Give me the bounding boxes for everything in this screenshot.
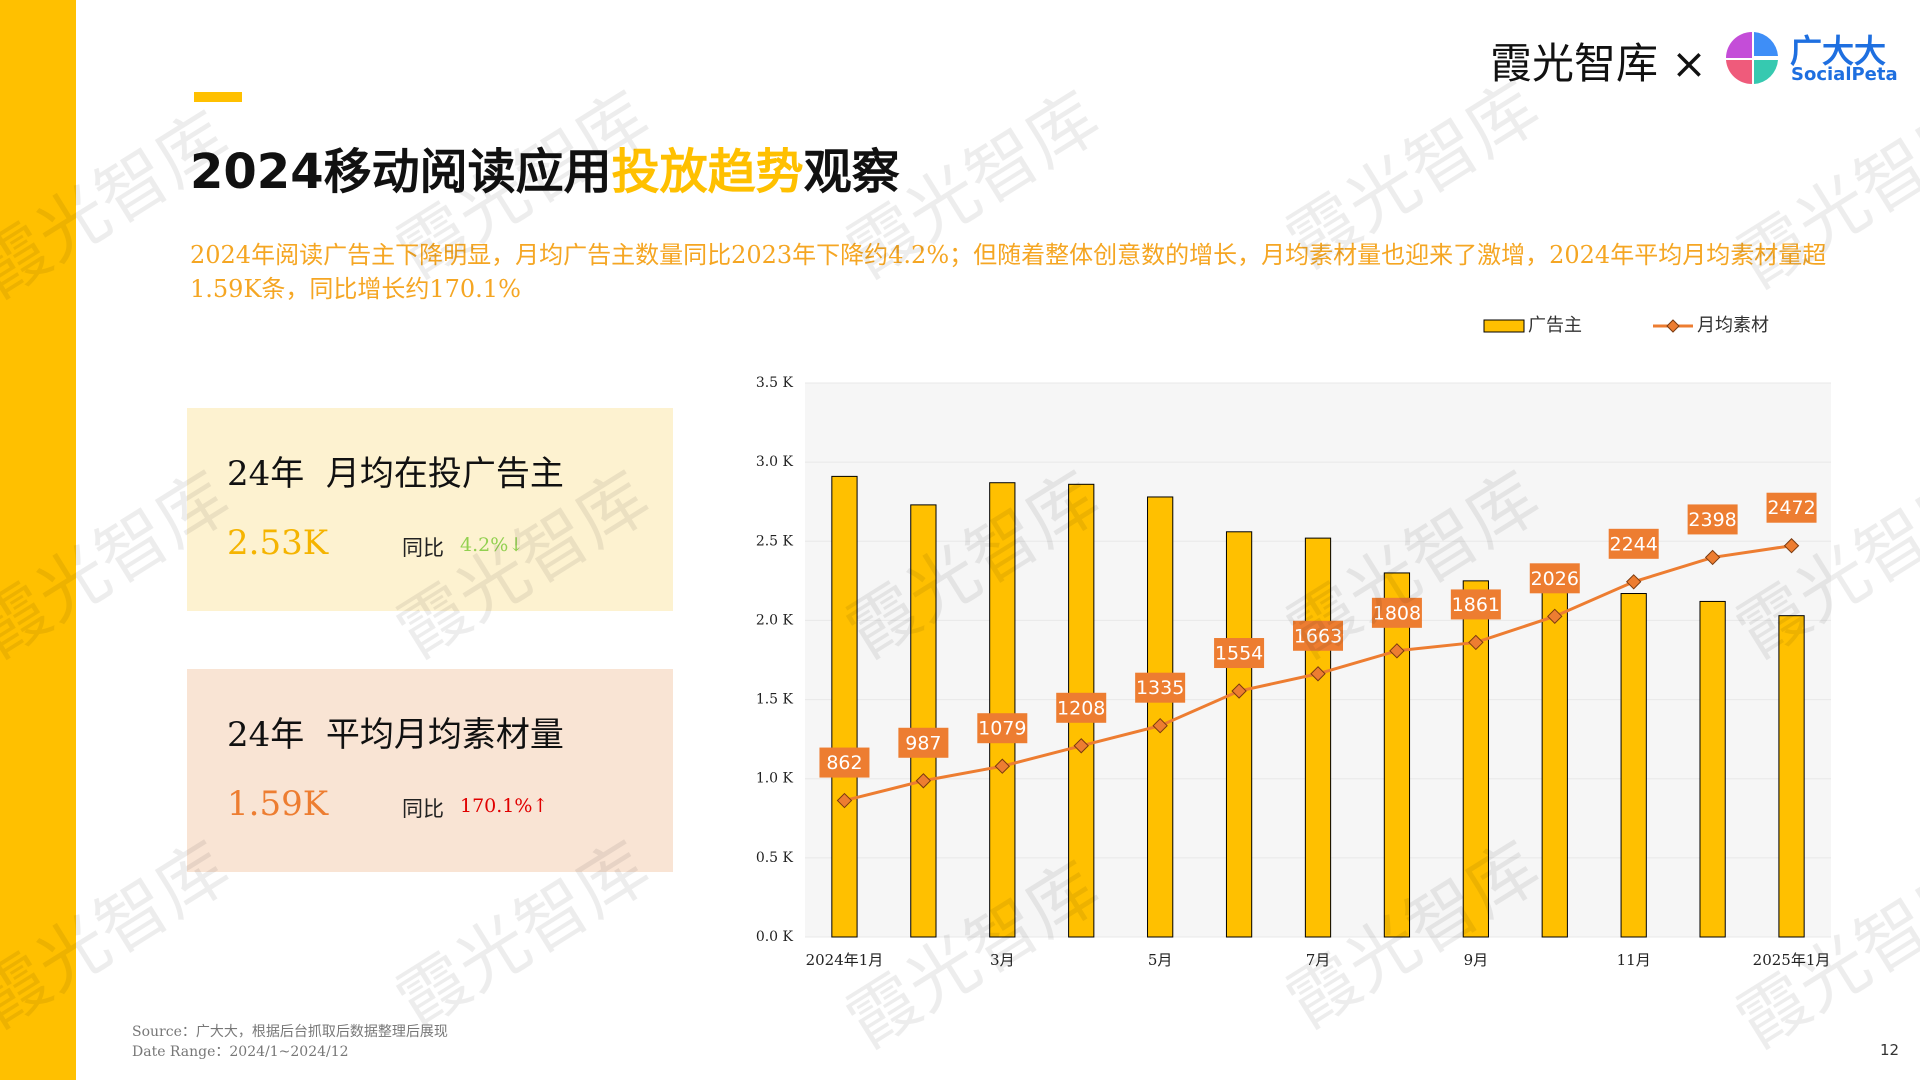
data-label-box xyxy=(1293,620,1343,651)
data-label-box xyxy=(1450,589,1501,620)
bar xyxy=(831,475,858,938)
side-bar xyxy=(0,0,76,1080)
data-label-box xyxy=(1056,692,1107,723)
marker xyxy=(1073,738,1089,754)
marker xyxy=(1231,683,1247,699)
data-label: 2026 xyxy=(1531,568,1579,590)
bar xyxy=(1778,615,1805,938)
partner-name: 广大大 xyxy=(1790,32,1887,70)
marker xyxy=(1468,634,1484,651)
x-tick-label: 5月 xyxy=(1148,951,1173,969)
card-yoy-label: 同比 xyxy=(402,536,444,560)
x-tick-label: 9月 xyxy=(1464,951,1489,969)
marker xyxy=(1547,608,1563,625)
legend-label: 广告主 xyxy=(1528,315,1582,336)
data-label: 2244 xyxy=(1610,533,1658,555)
source: Source：广大大，根据后台抓取后数据整理后展现 xyxy=(132,1024,448,1040)
marker xyxy=(1704,549,1721,566)
marker xyxy=(915,773,932,789)
x-tick-label: 11月 xyxy=(1617,951,1651,969)
bar xyxy=(1699,600,1726,938)
bar xyxy=(1304,537,1332,938)
card-value: 1.59K xyxy=(227,784,329,824)
data-label: 1554 xyxy=(1215,643,1263,665)
data-label-box xyxy=(1766,492,1817,523)
marker xyxy=(1310,666,1326,682)
title-prefix: 2024移动阅读应用 xyxy=(190,144,612,200)
marker xyxy=(1783,538,1800,554)
bar xyxy=(1147,496,1174,938)
data-label-box xyxy=(1135,672,1186,703)
marker xyxy=(1625,574,1642,590)
data-label: 862 xyxy=(826,752,862,774)
data-label-box xyxy=(1529,563,1580,594)
data-label: 2398 xyxy=(1688,509,1736,531)
bar xyxy=(910,504,937,938)
data-label-box xyxy=(1687,504,1738,535)
chart: 0.0 K 0.5 K 1.0 K 1.5 K 2.0 K 2.5 K 3.0 K 3.5 K… xyxy=(756,315,1831,969)
page-number: 12 xyxy=(1880,1041,1900,1059)
data-label: 1079 xyxy=(978,718,1026,740)
card-yoy: 4.2%↓ xyxy=(460,534,525,556)
x-tick-label: 2024年1月 xyxy=(806,951,884,969)
x-tick-label: 3月 xyxy=(990,951,1015,969)
card-title: 24年 平均月均素材量 xyxy=(227,715,564,755)
bar xyxy=(1383,572,1411,938)
bar xyxy=(1620,593,1647,938)
y-tick-label: 1.0 K xyxy=(756,771,794,787)
title-highlight: 投放趋势 xyxy=(611,144,804,200)
bar xyxy=(1541,588,1568,938)
data-label: 1335 xyxy=(1136,677,1184,699)
y-tick-label: 0.0 K xyxy=(756,929,794,945)
x-tick-label: 7月 xyxy=(1306,951,1331,969)
card: 24年 月均在投广告主 2.53K 同比 4.2%↓ xyxy=(187,408,673,611)
card: 24年 平均月均素材量 1.59K 同比 170.1%↑ xyxy=(187,669,673,872)
title-suffix: 观察 xyxy=(803,144,900,200)
legend-marker xyxy=(1666,319,1680,333)
legend-swatch xyxy=(1483,319,1525,333)
brand: 霞光智库 × xyxy=(1490,30,1707,91)
brand-name: 霞光智库 xyxy=(1490,39,1659,88)
data-label-box xyxy=(819,747,870,778)
marker xyxy=(1389,643,1405,659)
card-yoy: 170.1%↑ xyxy=(460,795,549,817)
legend-label: 月均素材 xyxy=(1697,315,1769,336)
subtitle: 2024年阅读广告主下降明显，月均广告主数量同比2023年下降约4.2%；但随着… xyxy=(190,241,1827,303)
y-tick-label: 2.5 K xyxy=(756,533,794,549)
marker xyxy=(994,758,1011,774)
data-label-box xyxy=(898,727,949,758)
y-tick-label: 1.5 K xyxy=(756,692,794,708)
brand-times: × xyxy=(1671,39,1707,88)
data-label: 1808 xyxy=(1373,602,1421,624)
title-accent xyxy=(194,92,242,102)
card-title: 24年 月均在投广告主 xyxy=(227,454,564,494)
data-label-box xyxy=(1214,638,1265,669)
marker xyxy=(1152,717,1168,734)
data-label: 1208 xyxy=(1057,697,1105,719)
bar xyxy=(1462,580,1489,938)
bar xyxy=(989,482,1016,938)
title: 2024移动阅读应用投放趋势观察 xyxy=(190,132,900,202)
data-label-box xyxy=(1371,597,1422,628)
card-yoy-label: 同比 xyxy=(402,797,444,821)
y-tick-label: 3.5 K xyxy=(756,375,794,391)
data-label: 987 xyxy=(905,732,941,754)
data-label-box xyxy=(977,713,1028,744)
data-label: 1663 xyxy=(1294,625,1342,647)
data-label-box xyxy=(1608,528,1659,559)
data-label: 1861 xyxy=(1452,594,1500,616)
date-range: Date Range：2024/1~2024/12 xyxy=(132,1044,349,1060)
data-label: 2472 xyxy=(1767,497,1815,519)
y-tick-label: 0.5 K xyxy=(756,850,794,866)
x-tick-label: 2025年1月 xyxy=(1753,951,1831,969)
partner-icon xyxy=(1726,32,1778,85)
marker xyxy=(836,792,853,809)
y-tick-label: 2.0 K xyxy=(756,612,794,628)
card-value: 2.53K xyxy=(227,523,329,563)
y-tick-label: 3.0 K xyxy=(756,454,794,470)
bar xyxy=(1225,531,1253,938)
partner-en: SocialPeta xyxy=(1791,64,1898,85)
